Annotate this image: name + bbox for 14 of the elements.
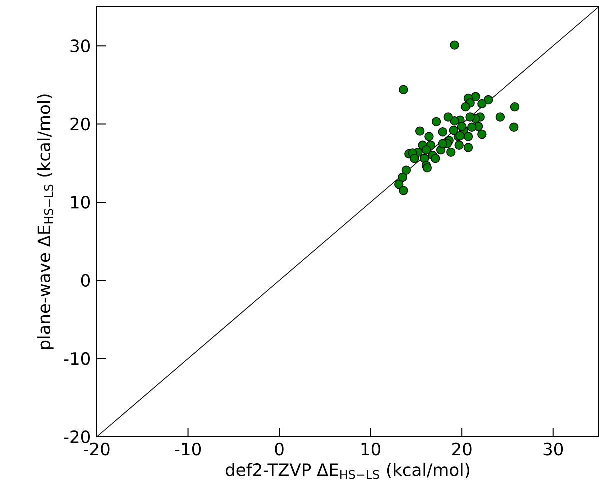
y-tick-label: 10 bbox=[71, 196, 90, 209]
x-tick-label: -20 bbox=[84, 442, 110, 456]
y-tick-label: 20 bbox=[70, 118, 90, 131]
x-axis-title: def2-TZVP ΔE$_{HS−LS}$ (kcal/mol) bbox=[226, 463, 470, 480]
x-tick-label: 10 bbox=[362, 442, 380, 456]
y-tick-label: -20 bbox=[64, 430, 90, 444]
x-tick-label: -10 bbox=[175, 442, 202, 456]
x-tick-label: 30 bbox=[544, 442, 564, 456]
x-tick-label: 20 bbox=[452, 442, 472, 456]
y-axis-title: plane-wave ΔE$_{HS−LS}$ (kcal/mol) bbox=[37, 94, 54, 350]
y-tick-label: -10 bbox=[64, 352, 90, 366]
x-tick-label: 0 bbox=[275, 442, 284, 456]
y-tick-label: 0 bbox=[81, 274, 90, 288]
y-tick-label: 30 bbox=[70, 40, 90, 53]
